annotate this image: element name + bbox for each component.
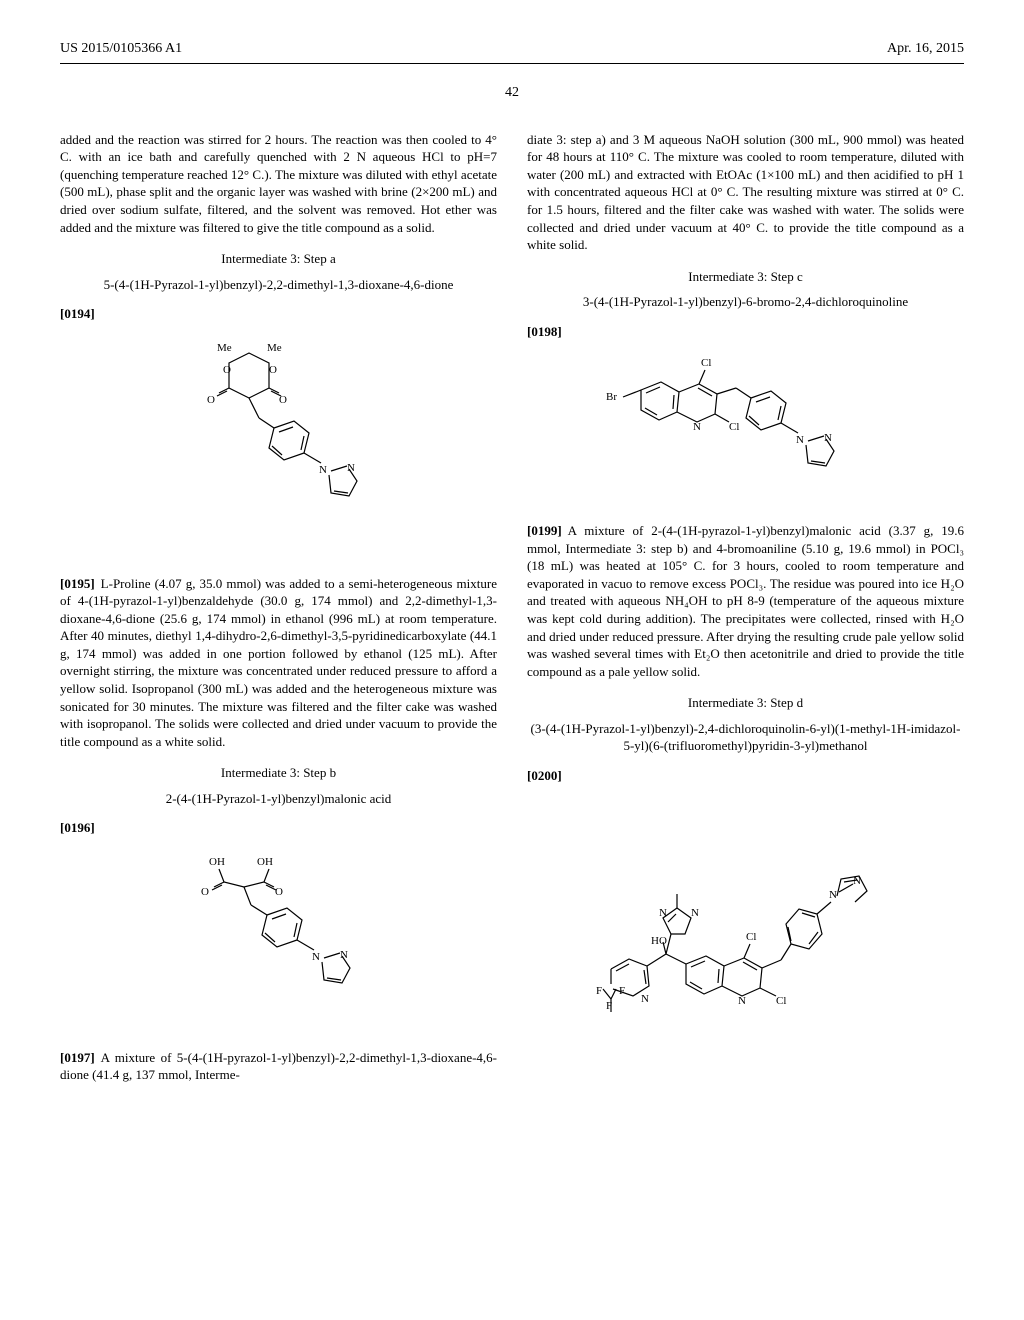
right-column: diate 3: step a) and 3 M aqueous NaOH so… bbox=[527, 131, 964, 1094]
intermediate-a-heading: Intermediate 3: Step a bbox=[60, 250, 497, 268]
intermediate-c-heading: Intermediate 3: Step c bbox=[527, 268, 964, 286]
svg-text:N: N bbox=[738, 995, 746, 1007]
svg-text:N: N bbox=[796, 434, 804, 446]
compound-d-title: (3-(4-(1H-Pyrazol-1-yl)benzyl)-2,4-dichl… bbox=[527, 720, 964, 755]
svg-text:Br: Br bbox=[606, 391, 617, 403]
svg-text:Me: Me bbox=[267, 342, 282, 354]
svg-text:OH: OH bbox=[257, 856, 273, 868]
svg-text:Cl: Cl bbox=[776, 995, 786, 1007]
svg-text:N: N bbox=[312, 951, 320, 963]
structure-a: Me Me O O O O N N bbox=[179, 333, 379, 563]
structure-b: OH OH O O N N bbox=[179, 847, 379, 1037]
compound-a-title: 5-(4-(1H-Pyrazol-1-yl)benzyl)-2,2-dimeth… bbox=[60, 276, 497, 294]
svg-text:O: O bbox=[207, 394, 215, 406]
para-0199-text: A mixture of 2-(4-(1H-pyrazol-1-yl)benzy… bbox=[527, 523, 964, 678]
para-0198: [0198] bbox=[527, 324, 562, 339]
structure-c: Br N Cl Cl bbox=[601, 350, 891, 510]
para-0196: [0196] bbox=[60, 820, 95, 835]
svg-text:O: O bbox=[269, 364, 277, 376]
svg-text:Cl: Cl bbox=[701, 357, 711, 369]
svg-text:O: O bbox=[275, 886, 283, 898]
svg-text:N: N bbox=[319, 464, 327, 476]
para-0195-num: [0195] bbox=[60, 576, 95, 591]
svg-text:OH: OH bbox=[209, 856, 225, 868]
svg-text:N: N bbox=[829, 889, 837, 901]
svg-text:O: O bbox=[201, 886, 209, 898]
svg-text:O: O bbox=[279, 394, 287, 406]
svg-text:N: N bbox=[641, 993, 649, 1005]
header-right: Apr. 16, 2015 bbox=[887, 40, 964, 59]
svg-text:N: N bbox=[691, 907, 699, 919]
svg-text:Cl: Cl bbox=[746, 931, 756, 943]
svg-text:Cl: Cl bbox=[729, 421, 739, 433]
intermediate-d-heading: Intermediate 3: Step d bbox=[527, 694, 964, 712]
para-0195-text: L-Proline (4.07 g, 35.0 mmol) was added … bbox=[60, 576, 497, 749]
svg-text:O: O bbox=[223, 364, 231, 376]
left-para-continuation: added and the reaction was stirred for 2… bbox=[60, 131, 497, 236]
page-header: US 2015/0105366 A1 Apr. 16, 2015 bbox=[60, 40, 964, 64]
compound-c-title: 3-(4-(1H-Pyrazol-1-yl)benzyl)-6-bromo-2,… bbox=[527, 293, 964, 311]
svg-text:N: N bbox=[693, 421, 701, 433]
right-para-continuation: diate 3: step a) and 3 M aqueous NaOH so… bbox=[527, 131, 964, 254]
svg-text:N: N bbox=[659, 907, 667, 919]
para-0199-num: [0199] bbox=[527, 523, 562, 538]
compound-b-title: 2-(4-(1H-Pyrazol-1-yl)benzyl)malonic aci… bbox=[60, 790, 497, 808]
para-0197: [0197]A mixture of 5-(4-(1H-pyrazol-1-yl… bbox=[60, 1049, 497, 1084]
content-columns: added and the reaction was stirred for 2… bbox=[60, 131, 964, 1094]
svg-text:Me: Me bbox=[217, 342, 232, 354]
svg-text:HO: HO bbox=[651, 935, 667, 947]
left-column: added and the reaction was stirred for 2… bbox=[60, 131, 497, 1094]
para-0200: [0200] bbox=[527, 768, 562, 783]
para-0197-text: A mixture of 5-(4-(1H-pyrazol-1-yl)benzy… bbox=[60, 1050, 497, 1083]
para-0195: [0195]L-Proline (4.07 g, 35.0 mmol) was … bbox=[60, 575, 497, 750]
para-0197-num: [0197] bbox=[60, 1050, 95, 1065]
header-left: US 2015/0105366 A1 bbox=[60, 40, 182, 59]
svg-text:F: F bbox=[596, 985, 602, 997]
structure-d: F F F N HO N N bbox=[591, 794, 901, 1024]
para-0199: [0199]A mixture of 2-(4-(1H-pyrazol-1-yl… bbox=[527, 522, 964, 680]
para-0194: [0194] bbox=[60, 306, 95, 321]
page-number: 42 bbox=[60, 84, 964, 103]
intermediate-b-heading: Intermediate 3: Step b bbox=[60, 764, 497, 782]
